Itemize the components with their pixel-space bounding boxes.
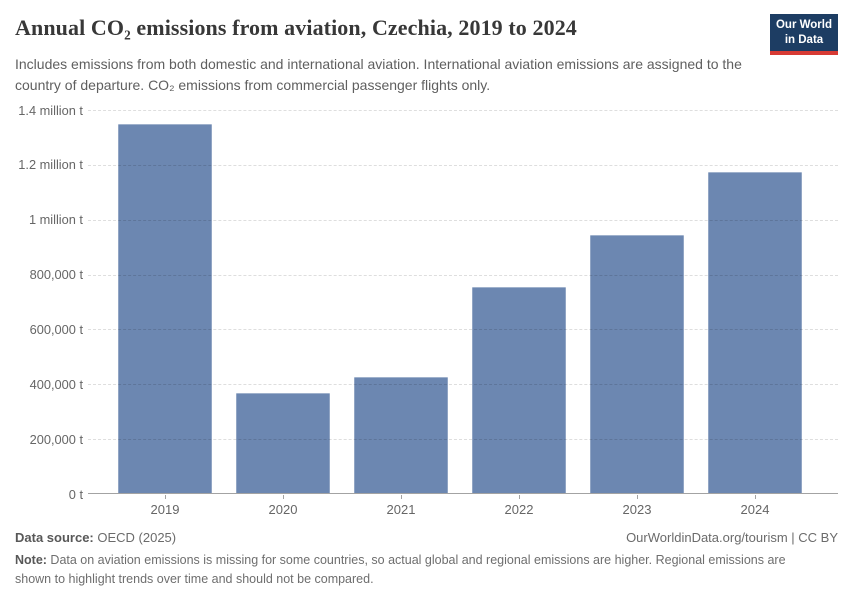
owid-logo-line1: Our World (775, 19, 832, 31)
bar-band-2020: 2020 (224, 110, 342, 517)
x-tick-mark (165, 495, 166, 499)
footnote: Note: Data on aviation emissions is miss… (15, 551, 803, 589)
bar-2024[interactable] (708, 171, 802, 494)
data-source-label: Data source: (15, 530, 94, 545)
x-tick-mark (519, 495, 520, 499)
footnote-value: Data on aviation emissions is missing fo… (15, 553, 786, 586)
bar-band-2022: 2022 (460, 110, 578, 517)
data-source-value: OECD (2025) (93, 530, 177, 545)
bar-band-2019: 2019 (106, 110, 224, 517)
chart-title: Annual CO₂ emissions from aviation, Czec… (15, 15, 577, 40)
footnote-label: Note: (15, 553, 47, 567)
bar-band-2024: 2024 (696, 110, 814, 517)
owid-logo-line2: in Data (784, 33, 824, 46)
bar-2023[interactable] (590, 234, 684, 494)
bar-2019[interactable] (118, 123, 212, 494)
x-tick-mark (401, 495, 402, 499)
x-tick-label-2024: 2024 (740, 502, 770, 517)
y-tick-label: 800,000 t (29, 267, 83, 283)
y-tick-label: 1.4 million t (18, 102, 83, 118)
data-source: Data source: OECD (2025) (15, 530, 176, 545)
x-axis-line (88, 493, 838, 494)
x-tick-mark (755, 495, 756, 499)
bar-band-2023: 2023 (578, 110, 696, 517)
x-tick-mark (637, 495, 638, 499)
x-tick-label-2023: 2023 (622, 502, 652, 517)
bar-band-2021: 2021 (342, 110, 460, 517)
y-tick-label: 600,000 t (29, 321, 83, 337)
y-tick-label: 1 million t (28, 212, 83, 228)
y-axis-labels: 0 t 200,000 t 400,000 t 600,000 t 800,000 t 1… (0, 103, 83, 502)
bars-container: 2019 2020 2021 2022 2023 2024 (106, 110, 814, 517)
bar-2022[interactable] (472, 286, 566, 494)
y-tick-label: 400,000 t (29, 376, 83, 392)
y-tick-label: 200,000 t (29, 431, 83, 447)
bar-2021[interactable] (354, 377, 448, 494)
x-tick-label-2020: 2020 (268, 502, 298, 517)
license-link[interactable]: OurWorldinData.org/tourism | CC BY (626, 530, 838, 545)
x-tick-mark (283, 495, 284, 499)
chart-subtitle: Includes emissions from both domestic an… (15, 56, 742, 93)
x-tick-label-2022: 2022 (504, 502, 534, 517)
y-tick-label: 0 t (68, 486, 83, 502)
bar-2020[interactable] (236, 392, 330, 494)
y-tick-label: 1.2 million t (18, 157, 83, 173)
owid-logo[interactable]: Our World in Data (770, 14, 838, 55)
x-tick-label-2021: 2021 (386, 502, 416, 517)
plot-area: 2019 2020 2021 2022 2023 2024 (88, 110, 838, 517)
x-tick-label-2019: 2019 (150, 502, 180, 517)
